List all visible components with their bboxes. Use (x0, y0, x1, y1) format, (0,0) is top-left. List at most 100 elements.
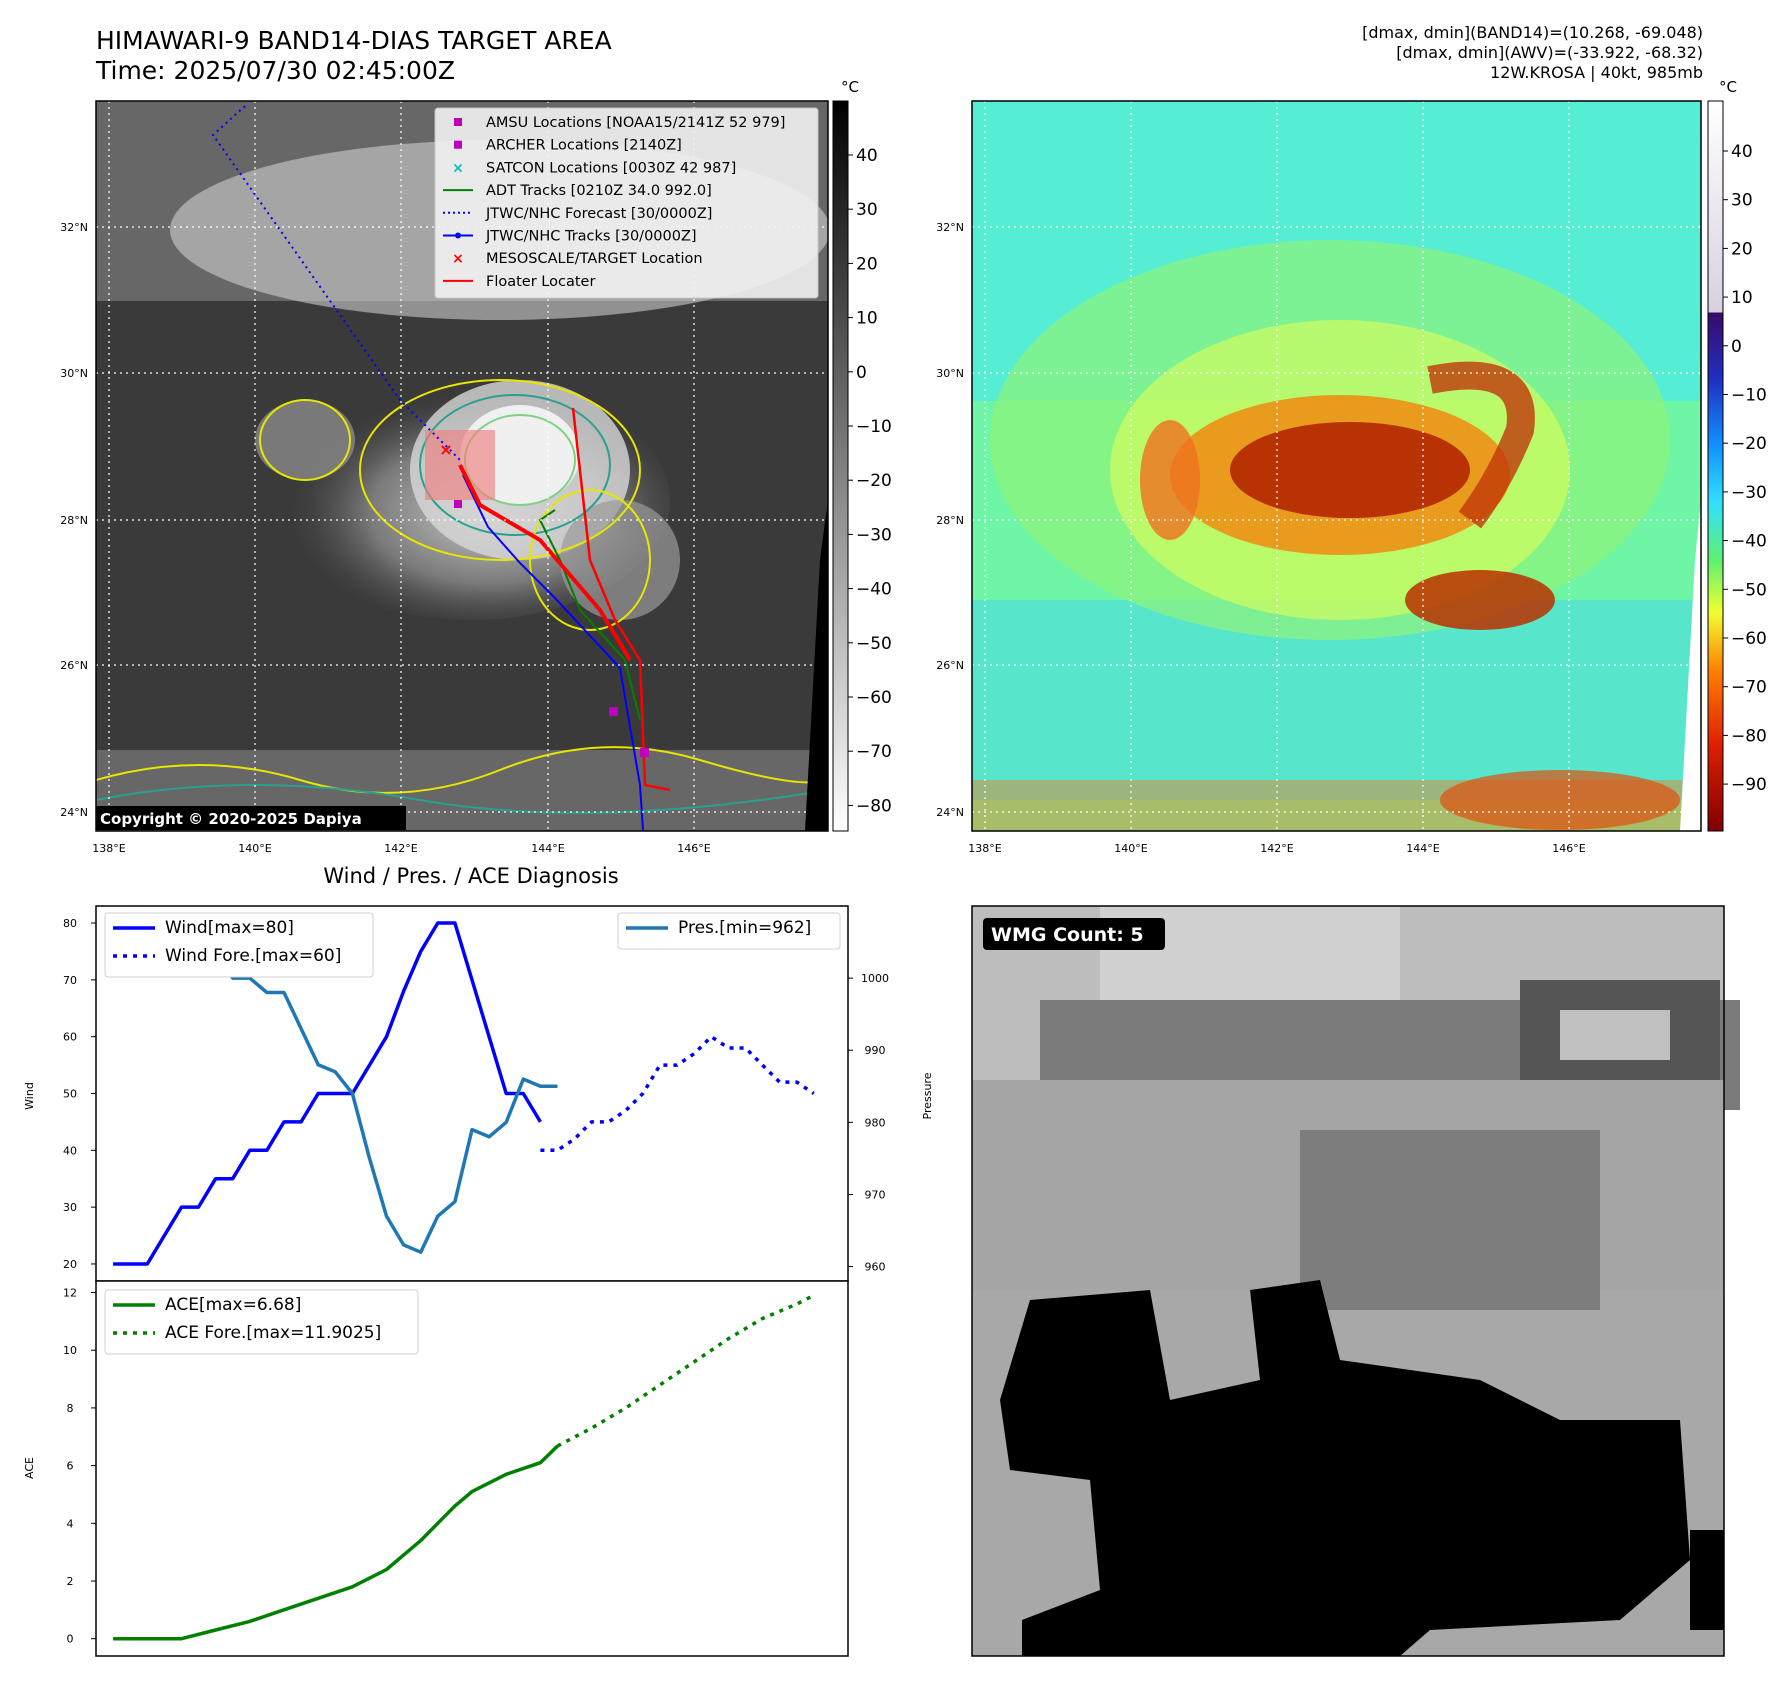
ir-lon-label: 142°E (384, 842, 417, 855)
awv-lon-label: 142°E (1260, 842, 1293, 855)
y-tick-label: 60 (63, 1031, 77, 1044)
y-tick-label: 10 (63, 1344, 77, 1357)
awv-lat-label: 28°N (936, 514, 964, 527)
legend-label: AMSU Locations [NOAA15/2141Z 52 979] (486, 115, 785, 131)
awv-lat-label: 24°N (936, 806, 964, 819)
ace-axis-label: ACE (23, 1457, 36, 1479)
awv-cbar-label: −30 (1731, 483, 1767, 503)
ir-cbar-label: −60 (856, 688, 892, 708)
y-tick-label: 8 (67, 1402, 74, 1415)
ace-plot: 0 2 4 6 8 10 12 ACE[max=6.68] ACE Fore.[max=11.9… (63, 1287, 815, 1646)
y-tick-label: 70 (63, 974, 77, 987)
awv-lat-labels: 32°N 30°N 28°N 26°N 24°N (936, 221, 964, 819)
awv-gridlines (972, 101, 1701, 831)
ir-target-marker: × (439, 440, 452, 459)
ir-cbar-label: 40 (856, 146, 878, 166)
ir-cbar-label: −20 (856, 471, 892, 491)
legend-label: SATCON Locations [0030Z 42 987] (486, 160, 736, 176)
ir-cbar-label: −40 (856, 580, 892, 600)
legend-label: Wind Fore.[max=60] (165, 946, 341, 966)
y-right-tick-label: 970 (865, 1188, 886, 1201)
ir-cbar-label: −50 (856, 634, 892, 654)
ir-contour-teal (419, 394, 611, 536)
ir-cbar-label: −30 (856, 525, 892, 545)
y-tick-label: 50 (63, 1088, 77, 1101)
legend-marker: × (452, 251, 464, 267)
ir-best-track (462, 474, 644, 831)
y-tick-label: 80 (63, 917, 77, 930)
awv-lon-label: 140°E (1114, 842, 1147, 855)
awv-cbar-label: −70 (1731, 678, 1767, 698)
awv-lon-labels: 138°E 140°E 142°E 144°E 146°E (968, 842, 1585, 855)
y-tick-label: 4 (67, 1517, 74, 1530)
y-tick-label: 40 (63, 1144, 77, 1157)
y-right-tick-label: 980 (865, 1116, 886, 1129)
awv-cbar-label: −20 (1731, 434, 1767, 454)
awv-lat-label: 30°N (936, 367, 964, 380)
legend-label: MESOSCALE/TARGET Location (486, 251, 703, 267)
awv-lat-label: 32°N (936, 221, 964, 234)
pressure-axis-label: Pressure (921, 1072, 934, 1119)
y-right-tick-label: 990 (865, 1044, 886, 1057)
legend-label: ARCHER Locations [2140Z] (486, 138, 682, 154)
ir-lon-label: 140°E (238, 842, 271, 855)
legend-label: ACE Fore.[max=11.9025] (165, 1323, 381, 1343)
y-tick-label: 20 (63, 1258, 77, 1271)
ir-lat-label: 30°N (60, 367, 88, 380)
ir-colorbar-unit: °C (841, 78, 859, 96)
awv-cbar-label: −40 (1731, 532, 1767, 552)
chart-legend (104, 912, 374, 978)
ir-cbar-label: 10 (856, 309, 878, 329)
ir-lon-label: 146°E (677, 842, 710, 855)
legend-marker (454, 140, 462, 149)
awv-cbar-label: 20 (1731, 239, 1753, 259)
awv-frame (971, 100, 1702, 832)
ir-lat-label: 26°N (60, 659, 88, 672)
ir-lat-label: 28°N (60, 514, 88, 527)
y-tick-label: 0 (67, 1633, 74, 1646)
ir-lat-label: 32°N (60, 221, 88, 234)
awv-map (971, 100, 1702, 832)
series-line (113, 921, 542, 1266)
series-line (556, 1293, 815, 1448)
ir-cbar-label: −10 (856, 417, 892, 437)
awv-cbar-label: −50 (1731, 580, 1767, 600)
ir-contour-yellow (359, 379, 641, 561)
chart-legend (104, 1289, 419, 1355)
dmax-awv-text: [dmax, dmin](AWV)=(-33.922, -68.32) (1396, 43, 1703, 62)
awv-cbar-label: −10 (1731, 386, 1767, 406)
ir-cbar-label: −70 (856, 742, 892, 762)
ir-adt-track (538, 509, 641, 721)
legend-label: JTWC/NHC Forecast [30/0000Z] (485, 206, 712, 222)
series-line (540, 1034, 815, 1153)
ir-cbar-label: 20 (856, 254, 878, 274)
awv-lon-label: 146°E (1552, 842, 1585, 855)
legend-label: ADT Tracks [0210Z 34.0 992.0] (486, 183, 712, 199)
y-tick-label: 6 (67, 1460, 74, 1473)
dmax-band14-text: [dmax, dmin](BAND14)=(10.268, -69.048) (1362, 23, 1703, 42)
figure-time: Time: 2025/07/30 02:45:00Z (96, 56, 455, 85)
legend-label: Pres.[min=962] (678, 918, 811, 938)
wmg-cold-region (1000, 1280, 1690, 1656)
chart-legend (617, 912, 841, 950)
storm-info-text: 12W.KROSA | 40kt, 985mb (1490, 63, 1703, 82)
ir-lat-label: 24°N (60, 806, 88, 819)
awv-colorbar: °C 40 30 20 10 0 −10 −20 −30 −40 −50 −60 −70 −80 −90 (1707, 78, 1767, 832)
ir-frame (95, 100, 829, 832)
ir-cbar-label: 0 (856, 363, 867, 383)
ir-legend: AMSU Locations [NOAA15/2141Z 52 979] ARCH… (434, 107, 819, 299)
legend-marker-dot (455, 232, 461, 239)
ir-lat-labels: 32°N 30°N 28°N 26°N 24°N (60, 221, 88, 819)
legend-label: Wind[max=80] (165, 918, 294, 938)
awv-lon-label: 138°E (968, 842, 1001, 855)
legend-marker (454, 118, 462, 126)
awv-colorbar-unit: °C (1719, 78, 1737, 96)
y-tick-label: 2 (67, 1575, 74, 1588)
ir-cbar-label: 30 (856, 200, 878, 220)
ir-forecast-track (211, 105, 461, 461)
awv-cbar-label: −90 (1731, 775, 1767, 795)
ir-lon-label: 144°E (531, 842, 564, 855)
wind-plot: 20 30 40 50 60 70 80 960 970 980 990 1000 Wind[max=8… (63, 912, 889, 1274)
awv-lat-label: 26°N (936, 659, 964, 672)
copyright-text: Copyright © 2020-2025 Dapiya (100, 810, 362, 828)
